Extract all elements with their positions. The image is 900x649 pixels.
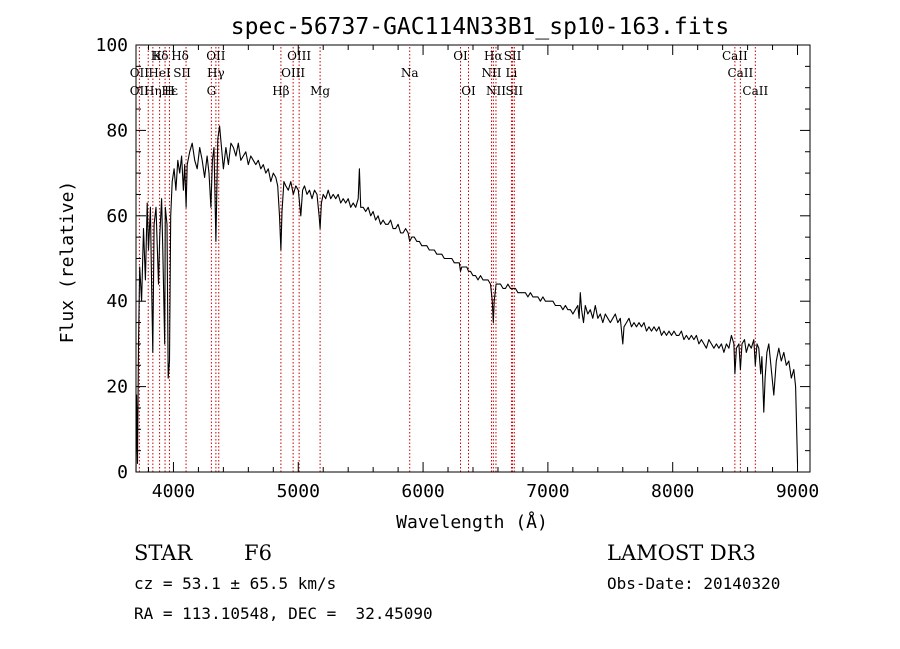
line-label-0-8: CaII [722,49,748,63]
line-label-2-2: Hη [144,84,162,98]
y-tick-label-80: 80 [106,120,128,141]
redshift-text: cz = 53.1 ± 65.5 km/s [134,574,336,593]
line-label-2-6: Mg [310,84,330,98]
line-label-1-3: Hγ [207,66,225,80]
line-label-0-0: Hδ [171,49,189,63]
line-label-1-8: CaII [727,66,753,80]
line-label-1-5: Na [401,66,419,80]
y-axis-label: Flux (relative) [57,181,78,344]
line-label-2-3: H [164,84,174,98]
line-label-2-9: SII [505,84,523,98]
axis-ticks-group: 4000 5000 6000 7000 8000 9000 0 20 40 60 80 100 [95,35,819,502]
plot-frame [135,44,811,473]
line-label-1-1: HeI [148,66,171,80]
line-label-2-7: OI [461,84,476,98]
x-tick-label-9000: 9000 [776,481,819,502]
line-label-0-1: K [153,49,163,63]
x-tick-label-5000: 5000 [277,481,320,502]
x-tick-label-8000: 8000 [651,481,694,502]
coordinates-text: RA = 113.10548, DEC = 32.45090 [134,604,433,623]
line-label-1-2: SII [173,66,191,80]
line-label-0-2: Hδ [151,49,169,63]
survey-label: LAMOST DR3 [607,541,756,565]
y-tick-label-0: 0 [117,462,128,483]
line-label-2-5: Hβ [272,84,289,98]
subclass-label: F6 [244,541,272,565]
line-label-2-8: NII [486,84,506,98]
line-label-0-3: OII [206,49,226,63]
line-label-0-5: OI [453,49,468,63]
line-label-2-4: G [207,84,217,98]
y-tick-label-20: 20 [106,377,128,398]
x-tick-label-4000: 4000 [152,481,195,502]
line-label-1-7: Li [506,66,518,80]
line-label-1-6: NII [481,66,501,80]
line-label-0-4: OIII [287,49,311,63]
series-group [135,125,799,473]
line-label-2-10: CaII [742,84,768,98]
y-tick-label-60: 60 [106,206,128,227]
object-class-label: STAR [134,541,193,565]
line-label-2-1: Hε [161,84,178,98]
x-tick-label-6000: 6000 [401,481,444,502]
line-label-0-6: Hα [484,49,503,63]
line-label-0-7: SII [504,49,522,63]
line-label-1-4: OIII [281,66,305,80]
plot-frame-group [135,44,811,473]
series-line-flux [135,125,799,473]
x-axis-label: Wavelength (Å) [396,511,548,533]
y-tick-label-40: 40 [106,291,128,312]
line-marker-group [138,47,756,472]
y-tick-label-100: 100 [95,35,128,56]
line-label-1-0: OII [130,66,150,80]
line-label-2-0: OII [130,84,150,98]
chart-title: spec-56737-GAC114N33B1_sp10-163.fits [231,14,730,40]
x-tick-label-7000: 7000 [526,481,569,502]
obs-date-text: Obs-Date: 20140320 [607,574,780,593]
